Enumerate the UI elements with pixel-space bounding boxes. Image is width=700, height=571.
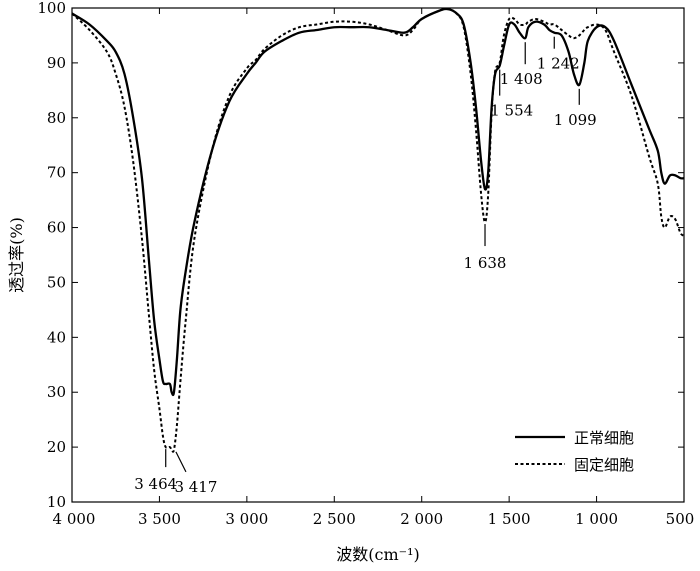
peak-annotation: 1 099 xyxy=(554,111,597,129)
peak-annotation: 1 638 xyxy=(464,254,507,272)
y-axis-title: 透过率(%) xyxy=(7,217,26,293)
x-tick-label: 1 000 xyxy=(575,510,618,528)
y-axis-ticks: 10 20 30 40 50 60 70 80 90 100 xyxy=(37,0,684,511)
y-tick-label: 90 xyxy=(47,54,66,72)
y-tick-label: 50 xyxy=(47,273,66,291)
x-axis-title: 波数(cm⁻¹) xyxy=(336,545,419,564)
plot-frame xyxy=(71,7,685,503)
y-tick-label: 40 xyxy=(47,328,66,346)
y-tick-label: 30 xyxy=(47,383,66,401)
x-axis-ticks: 4 000 3 500 3 000 2 500 2 000 1 500 1 000 500 xyxy=(53,8,695,528)
x-tick-label: 3 500 xyxy=(138,510,181,528)
y-tick-label: 80 xyxy=(47,109,66,127)
series-layer xyxy=(71,7,685,453)
peak-annotation: 1 554 xyxy=(490,102,533,120)
legend: 正常细胞 固定细胞 xyxy=(515,429,634,474)
series-line-normal-cells xyxy=(71,7,685,397)
y-tick-label: 60 xyxy=(47,219,66,237)
peak-annotation: 3 417 xyxy=(174,478,217,496)
peak-annotation: 3 464 xyxy=(134,475,177,493)
y-tick-label: 100 xyxy=(37,0,66,17)
y-tick-label: 10 xyxy=(47,493,66,511)
legend-label-normal: 正常细胞 xyxy=(574,429,634,447)
x-tick-label: 1 500 xyxy=(488,510,531,528)
peak-annotation: 1 408 xyxy=(500,70,543,88)
legend-label-fixed: 固定细胞 xyxy=(574,456,634,474)
peak-annotation: 1 242 xyxy=(537,55,580,73)
x-tick-label: 2 000 xyxy=(400,510,443,528)
y-tick-label: 20 xyxy=(47,438,66,456)
annotation-leader xyxy=(175,451,187,473)
x-tick-label: 500 xyxy=(666,510,695,528)
x-tick-label: 3 000 xyxy=(225,510,268,528)
series-line-fixed-cells xyxy=(71,7,685,453)
x-tick-label: 2 500 xyxy=(313,510,356,528)
x-tick-label: 4 000 xyxy=(53,510,96,528)
y-tick-label: 70 xyxy=(47,164,66,182)
